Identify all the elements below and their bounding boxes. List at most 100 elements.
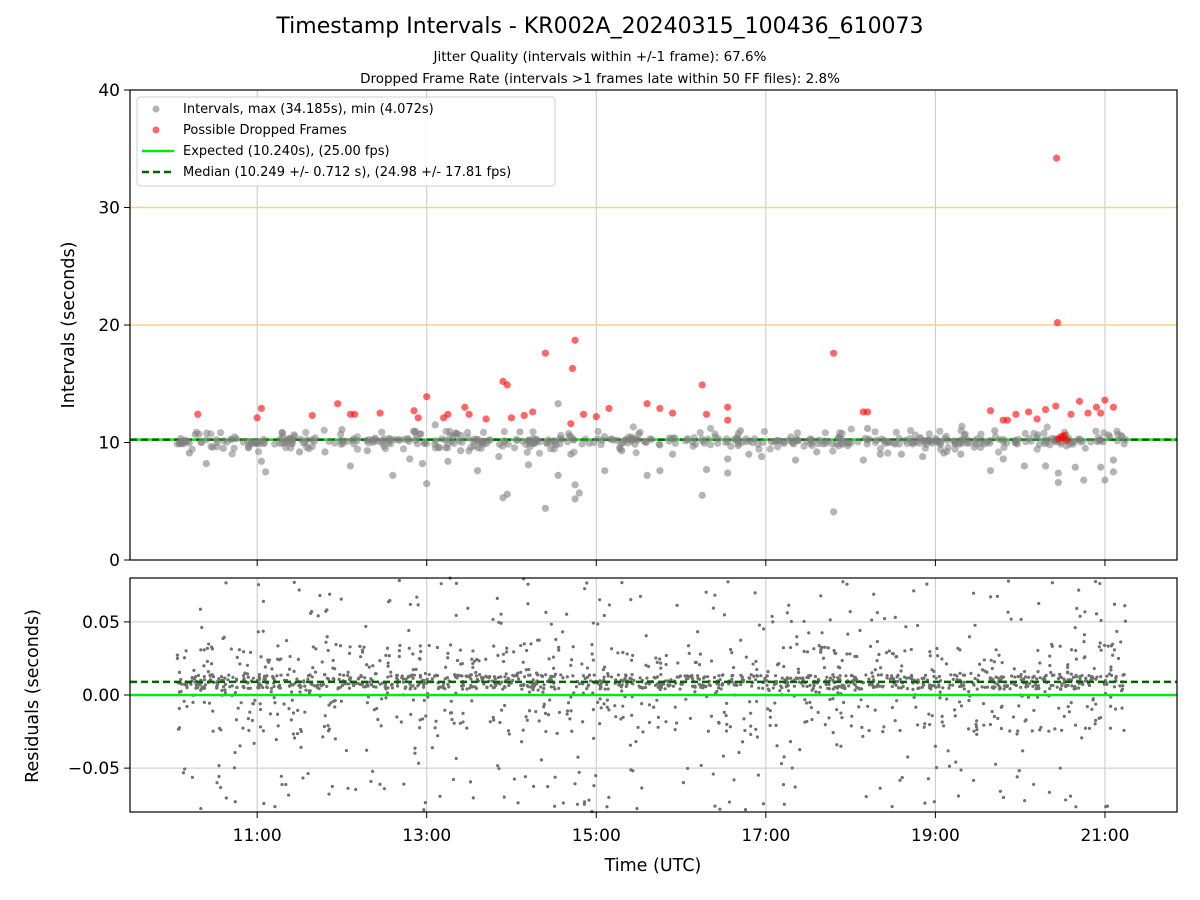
residual-point [839, 711, 843, 715]
residual-point [376, 717, 380, 722]
residual-point [803, 720, 807, 724]
residual-point [629, 658, 634, 662]
residual-point [238, 662, 242, 666]
residual-point [774, 723, 778, 727]
residual-point [870, 671, 874, 675]
residual-point [805, 675, 809, 680]
dropped-frame-point [568, 364, 577, 373]
residual-point [194, 674, 198, 679]
residual-point [1015, 732, 1019, 736]
residual-point [477, 659, 481, 663]
residual-point [629, 677, 633, 681]
residual-point [386, 661, 390, 665]
residual-point [306, 674, 311, 678]
residual-point [313, 670, 318, 674]
residual-point [605, 705, 609, 709]
residual-point [464, 674, 468, 678]
residual-point [256, 630, 260, 634]
residual-point [539, 758, 544, 762]
residual-point [944, 662, 949, 666]
residual-point [684, 677, 689, 681]
residual-point [282, 702, 286, 706]
residual-point [276, 724, 280, 728]
residual-point [1022, 669, 1027, 674]
residual-point [728, 725, 732, 729]
interval-point [688, 437, 697, 446]
interval-point [500, 427, 508, 436]
residual-point [246, 675, 250, 679]
residual-point [972, 683, 976, 687]
residual-point [379, 697, 384, 701]
residual-point [248, 650, 253, 654]
residual-point [412, 673, 417, 677]
residual-point [1094, 702, 1098, 706]
residual-point [258, 702, 262, 706]
residual-point [196, 673, 201, 678]
residual-point [234, 718, 239, 722]
residual-point [1082, 640, 1086, 644]
residual-point [519, 683, 523, 687]
interval-point [844, 439, 852, 447]
residual-point [253, 698, 257, 702]
residual-point [537, 719, 541, 723]
residual-point [248, 710, 252, 714]
interval-point [1021, 438, 1030, 446]
residual-point [261, 729, 265, 733]
residual-point [521, 728, 525, 732]
residual-point [1099, 648, 1103, 652]
residual-point [246, 686, 250, 690]
residual-point [868, 644, 873, 648]
residual-point [378, 659, 382, 663]
interval-point [629, 423, 637, 431]
residual-point [468, 780, 473, 784]
residuals-y-tick-label-0: −0.05 [68, 759, 120, 779]
residual-point [386, 686, 390, 690]
residual-point [336, 686, 340, 690]
interval-point [994, 448, 1003, 456]
interval-point [379, 436, 387, 445]
residual-point [446, 651, 450, 655]
dropped-frame-point [1075, 397, 1084, 405]
interval-point [495, 453, 503, 461]
residual-point [853, 688, 857, 692]
interval-point [727, 442, 735, 450]
residual-point [823, 645, 827, 649]
residual-point [755, 667, 759, 672]
residual-point [805, 650, 810, 654]
residual-point [923, 673, 928, 677]
residual-point [356, 677, 360, 681]
residual-point [706, 675, 710, 679]
residual-point [1035, 677, 1039, 681]
residual-point [592, 736, 596, 740]
residual-point [311, 645, 315, 649]
residual-point [885, 676, 889, 680]
residual-point [241, 726, 245, 730]
interval-point [999, 455, 1007, 463]
residual-point [847, 684, 851, 688]
residual-point [955, 674, 959, 678]
residual-point [263, 665, 267, 669]
residual-point [922, 725, 926, 729]
residual-point [1123, 619, 1128, 623]
residual-point [879, 666, 883, 670]
dropped-frame-point [579, 410, 588, 418]
residual-point [1105, 804, 1110, 808]
residual-point [841, 580, 845, 584]
residual-point [237, 648, 242, 652]
residual-point [475, 677, 479, 682]
residual-point [1034, 687, 1038, 691]
residual-point [797, 680, 801, 684]
residual-point [570, 658, 574, 662]
residual-point [320, 660, 324, 664]
interval-point [473, 467, 482, 475]
residual-point [655, 660, 659, 664]
residual-point [202, 700, 206, 704]
residual-point [619, 685, 623, 689]
residual-point [676, 661, 680, 665]
residual-point [788, 645, 793, 650]
residual-point [845, 582, 849, 586]
residual-point [1082, 656, 1086, 660]
intervals-y-tick-label-10: 10 [98, 434, 120, 454]
residual-point [460, 674, 464, 678]
residual-point [1016, 674, 1020, 679]
